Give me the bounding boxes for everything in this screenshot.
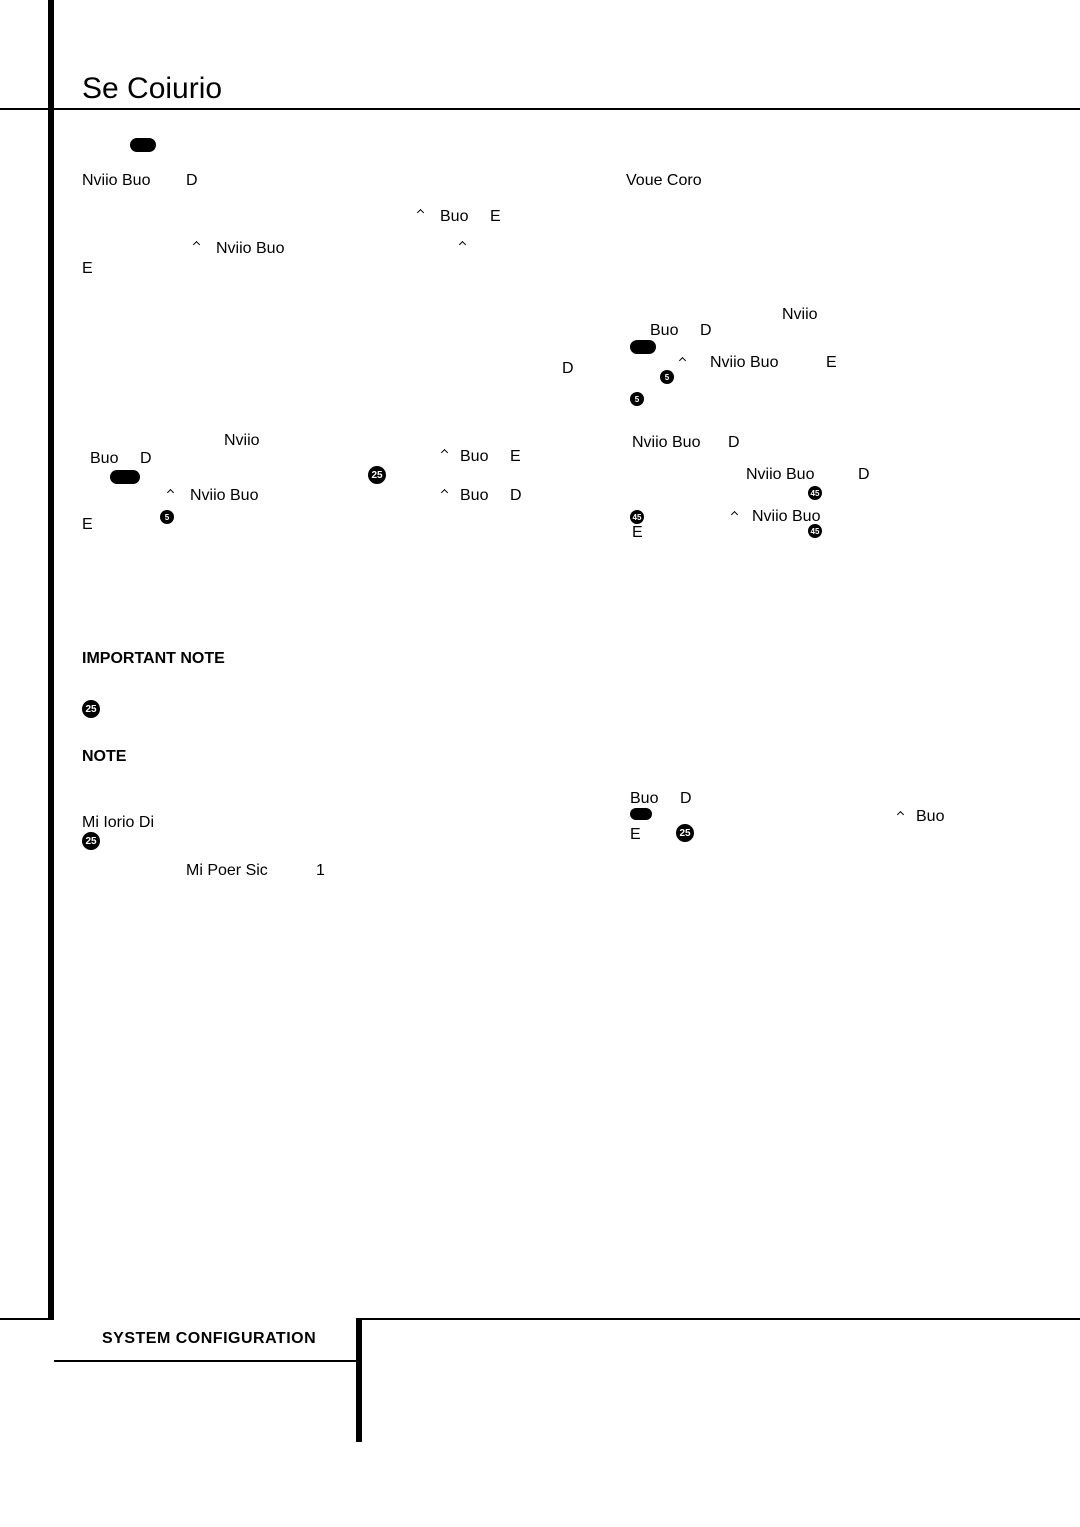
number-badge-icon: 45 bbox=[808, 524, 822, 538]
text-label: D bbox=[728, 434, 740, 452]
number-badge-icon: 25 bbox=[676, 824, 694, 842]
tick-icon bbox=[897, 811, 904, 818]
text-label: Buo bbox=[440, 208, 468, 226]
tick-icon bbox=[441, 449, 448, 456]
number-badge-icon: 25 bbox=[368, 466, 386, 484]
tick-icon bbox=[679, 357, 686, 364]
number-badge-icon: 45 bbox=[630, 510, 644, 524]
pill-icon bbox=[630, 808, 652, 820]
text-label: Nviio bbox=[224, 432, 260, 450]
text-label: D bbox=[140, 450, 152, 468]
horizontal-rule-top bbox=[0, 108, 1080, 110]
text-label: 1 bbox=[316, 862, 325, 880]
text-label: E bbox=[490, 208, 501, 226]
tick-icon bbox=[167, 489, 174, 496]
text-label: Nviio Buo bbox=[632, 434, 700, 452]
number-badge-icon: 5 bbox=[160, 510, 174, 524]
text-label: Nviio Buo bbox=[82, 172, 150, 190]
tick-icon bbox=[459, 241, 466, 248]
page-heading: Se Coiurio bbox=[82, 72, 222, 106]
text-label: D bbox=[680, 790, 692, 808]
vertical-rule-footer bbox=[356, 1362, 362, 1442]
text-label: Buo bbox=[460, 487, 488, 505]
text-label: Buo bbox=[650, 322, 678, 340]
tick-icon bbox=[193, 241, 200, 248]
text-label: Buo bbox=[630, 790, 658, 808]
vertical-rule-main bbox=[48, 0, 54, 1318]
text-label: Nviio Buo bbox=[752, 508, 820, 526]
tick-icon bbox=[417, 209, 424, 216]
text-label: E bbox=[82, 260, 93, 278]
number-badge-icon: 5 bbox=[630, 392, 644, 406]
text-label: E bbox=[630, 826, 641, 844]
text-label: Nviio Buo bbox=[710, 354, 778, 372]
text-label: E bbox=[82, 516, 93, 534]
text-label: IMPORTANT NOTE bbox=[82, 650, 225, 668]
text-label: Nviio Buo bbox=[746, 466, 814, 484]
tick-icon bbox=[731, 511, 738, 518]
text-label: Mi Iorio Di bbox=[82, 814, 154, 832]
text-label: D bbox=[700, 322, 712, 340]
tick-icon bbox=[441, 489, 448, 496]
number-badge-icon: 25 bbox=[82, 700, 100, 718]
page-root: Se Coiurio Nviio Buo D Voue Coro Buo E Nviio … bbox=[0, 0, 1080, 1527]
number-badge-icon: 45 bbox=[808, 486, 822, 500]
text-label: Buo bbox=[916, 808, 944, 826]
text-label: D bbox=[858, 466, 870, 484]
text-label: Voue Coro bbox=[626, 172, 702, 190]
footer-section-label: SYSTEM CONFIGURATION bbox=[54, 1318, 362, 1362]
text-label: Buo bbox=[90, 450, 118, 468]
pill-icon bbox=[630, 340, 656, 354]
text-label: Buo bbox=[460, 448, 488, 466]
number-badge-icon: 25 bbox=[82, 832, 100, 850]
text-label: D bbox=[562, 360, 574, 378]
number-badge-icon: 5 bbox=[660, 370, 674, 384]
text-label: Mi Poer Sic bbox=[186, 862, 268, 880]
text-label: D bbox=[186, 172, 198, 190]
pill-icon bbox=[110, 470, 140, 484]
text-label: NOTE bbox=[82, 748, 126, 766]
text-label: E bbox=[632, 524, 643, 542]
text-label: D bbox=[510, 487, 522, 505]
text-label: Nviio bbox=[782, 306, 818, 324]
text-label: Nviio Buo bbox=[216, 240, 284, 258]
text-label: E bbox=[510, 448, 521, 466]
text-label: Nviio Buo bbox=[190, 487, 258, 505]
pill-icon bbox=[130, 138, 156, 152]
text-label: E bbox=[826, 354, 837, 372]
